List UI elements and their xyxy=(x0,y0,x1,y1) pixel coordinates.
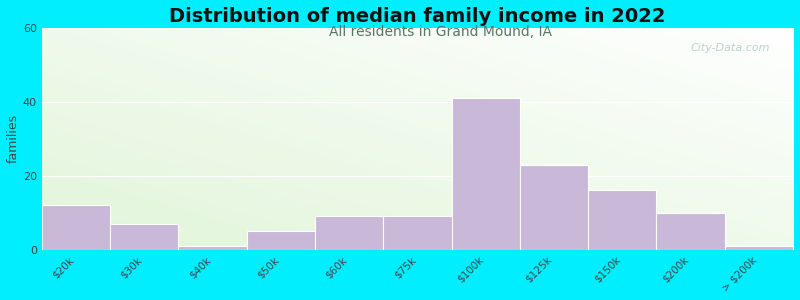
Y-axis label: families: families xyxy=(7,114,20,163)
Bar xyxy=(178,246,246,250)
Bar xyxy=(725,246,793,250)
Title: Distribution of median family income in 2022: Distribution of median family income in … xyxy=(169,7,666,26)
Bar xyxy=(451,98,520,250)
Bar xyxy=(42,205,110,250)
Text: All residents in Grand Mound, IA: All residents in Grand Mound, IA xyxy=(329,25,551,38)
Bar xyxy=(246,231,315,250)
Bar xyxy=(315,216,383,250)
Bar xyxy=(110,224,178,250)
Bar xyxy=(588,190,657,250)
Bar xyxy=(657,213,725,250)
Text: City-Data.com: City-Data.com xyxy=(691,43,770,53)
Bar xyxy=(383,216,451,250)
Bar xyxy=(520,165,588,250)
